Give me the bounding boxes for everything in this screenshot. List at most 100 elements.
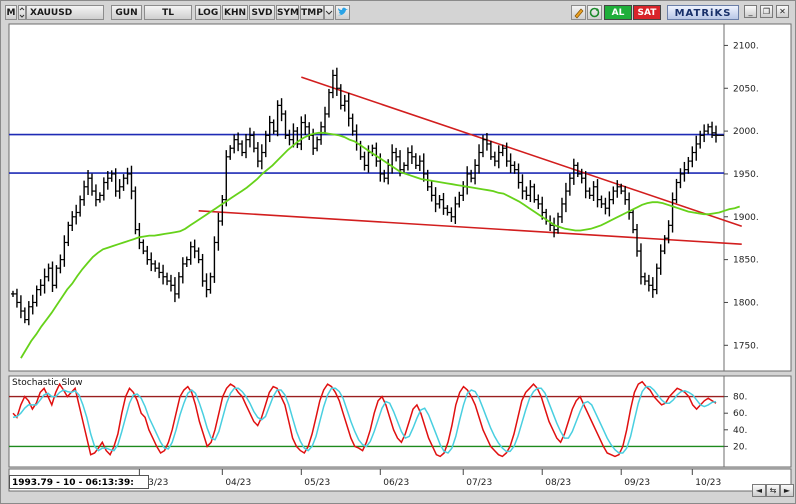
- price-bar: [556, 212, 561, 234]
- price-bar: [429, 180, 434, 202]
- price-tick-label: 2100.: [733, 41, 759, 51]
- price-bar: [101, 177, 106, 201]
- symbol-selector[interactable]: XAUUSD: [26, 5, 104, 20]
- price-bar: [635, 223, 640, 257]
- price-bar: [184, 256, 189, 267]
- price-bar: [520, 174, 525, 200]
- price-bar: [78, 195, 83, 217]
- sym-button[interactable]: SYM: [276, 5, 299, 20]
- svd-button[interactable]: SVD: [249, 5, 275, 20]
- trendline-resistance[interactable]: [301, 76, 743, 227]
- price-bar: [571, 158, 576, 185]
- sell-button[interactable]: SAT: [633, 5, 661, 20]
- price-tick-label: 2050.: [733, 84, 759, 94]
- buy-button[interactable]: AL: [604, 5, 632, 20]
- price-bar: [409, 145, 414, 164]
- restore-icon[interactable]: ❐: [760, 5, 773, 18]
- price-bar: [607, 191, 612, 217]
- price-bar: [54, 265, 59, 289]
- price-bar: [303, 114, 308, 136]
- price-bar: [125, 167, 130, 185]
- toolbar: M XAUUSD GUN TL LOG KHN SVD SYM TMP AL S…: [3, 5, 793, 21]
- price-bar: [638, 243, 643, 285]
- time-tick-label: 03/23: [142, 478, 168, 488]
- price-bar: [457, 191, 462, 208]
- price-bar: [338, 84, 343, 110]
- scroll-right-icon[interactable]: ►: [780, 484, 794, 497]
- template-dropdown-icon[interactable]: [324, 5, 334, 20]
- price-bar: [473, 159, 478, 185]
- price-bar: [255, 142, 260, 168]
- price-bar: [583, 171, 588, 199]
- price-bar: [615, 180, 620, 198]
- price-bar: [654, 263, 659, 295]
- khn-button[interactable]: KHN: [222, 5, 248, 20]
- price-tick-label: 1900.: [733, 213, 759, 223]
- price-bar: [50, 261, 55, 293]
- price-bar: [34, 285, 39, 307]
- time-tick-label: 08/23: [545, 478, 571, 488]
- price-chart[interactable]: 1750. 1800. 1850. 1900. 1950. 2000. 2050. 2100.: [8, 23, 792, 372]
- stochastic-d-line: [12, 385, 717, 454]
- price-bar: [14, 288, 19, 308]
- price-bar: [165, 272, 170, 286]
- trendline-support[interactable]: [198, 209, 742, 245]
- currency-button[interactable]: TL: [144, 5, 192, 20]
- time-tick-label: 05/23: [304, 478, 330, 488]
- price-bar: [504, 142, 509, 167]
- price-bar: [283, 110, 288, 139]
- price-bar: [401, 162, 406, 173]
- log-button[interactable]: LOG: [195, 5, 221, 20]
- price-bar: [595, 179, 600, 208]
- price-bar: [113, 168, 118, 197]
- price-bar: [109, 170, 114, 182]
- price-bar: [196, 247, 201, 264]
- price-bar: [275, 100, 280, 137]
- stochastic-k-line: [12, 380, 717, 458]
- price-bar: [405, 147, 410, 171]
- price-bar: [394, 147, 399, 162]
- scroll-left-icon[interactable]: ◄: [752, 484, 766, 497]
- symbol-picker-icon[interactable]: [18, 5, 26, 20]
- price-bar: [702, 124, 707, 143]
- price-bar: [453, 196, 458, 224]
- price-bar: [287, 129, 292, 146]
- price-tick-label: 2000.: [733, 127, 759, 137]
- price-bar: [192, 239, 197, 259]
- price-bar: [611, 186, 616, 205]
- price-bar: [172, 277, 177, 303]
- price-bar: [323, 106, 328, 135]
- price-bar: [650, 277, 655, 298]
- price-bar: [642, 272, 647, 286]
- price-bar: [575, 162, 580, 178]
- price-bar: [342, 94, 347, 112]
- twitter-icon[interactable]: [335, 5, 350, 20]
- price-bar: [236, 132, 241, 152]
- price-bar: [157, 262, 162, 279]
- zoom-icon[interactable]: ⇆: [766, 484, 780, 497]
- price-bar: [42, 268, 47, 294]
- price-bar: [220, 195, 225, 226]
- stochastic-chart[interactable]: Stochastic,Slow 20. 40. 60. 80.: [8, 375, 792, 468]
- price-bar: [188, 241, 193, 265]
- price-bar: [133, 186, 138, 235]
- price-bar: [480, 135, 485, 158]
- price-bar: [682, 161, 687, 182]
- price-bar: [279, 98, 284, 122]
- close-icon[interactable]: ✕: [776, 5, 789, 18]
- price-bar: [658, 244, 663, 275]
- tmp-button[interactable]: TMP: [300, 5, 324, 20]
- stochastic-tick-label: 60.: [733, 409, 747, 419]
- period-button[interactable]: GUN: [111, 5, 142, 20]
- minimize-icon[interactable]: _: [744, 5, 757, 18]
- price-bar: [74, 204, 79, 225]
- menu-button[interactable]: M: [5, 5, 17, 20]
- price-bar: [82, 180, 87, 206]
- price-bar: [334, 67, 339, 96]
- edit-icon[interactable]: [571, 5, 586, 20]
- price-bar: [631, 208, 636, 234]
- price-bar: [484, 132, 489, 151]
- price-bar: [670, 192, 675, 233]
- refresh-icon[interactable]: [587, 5, 602, 20]
